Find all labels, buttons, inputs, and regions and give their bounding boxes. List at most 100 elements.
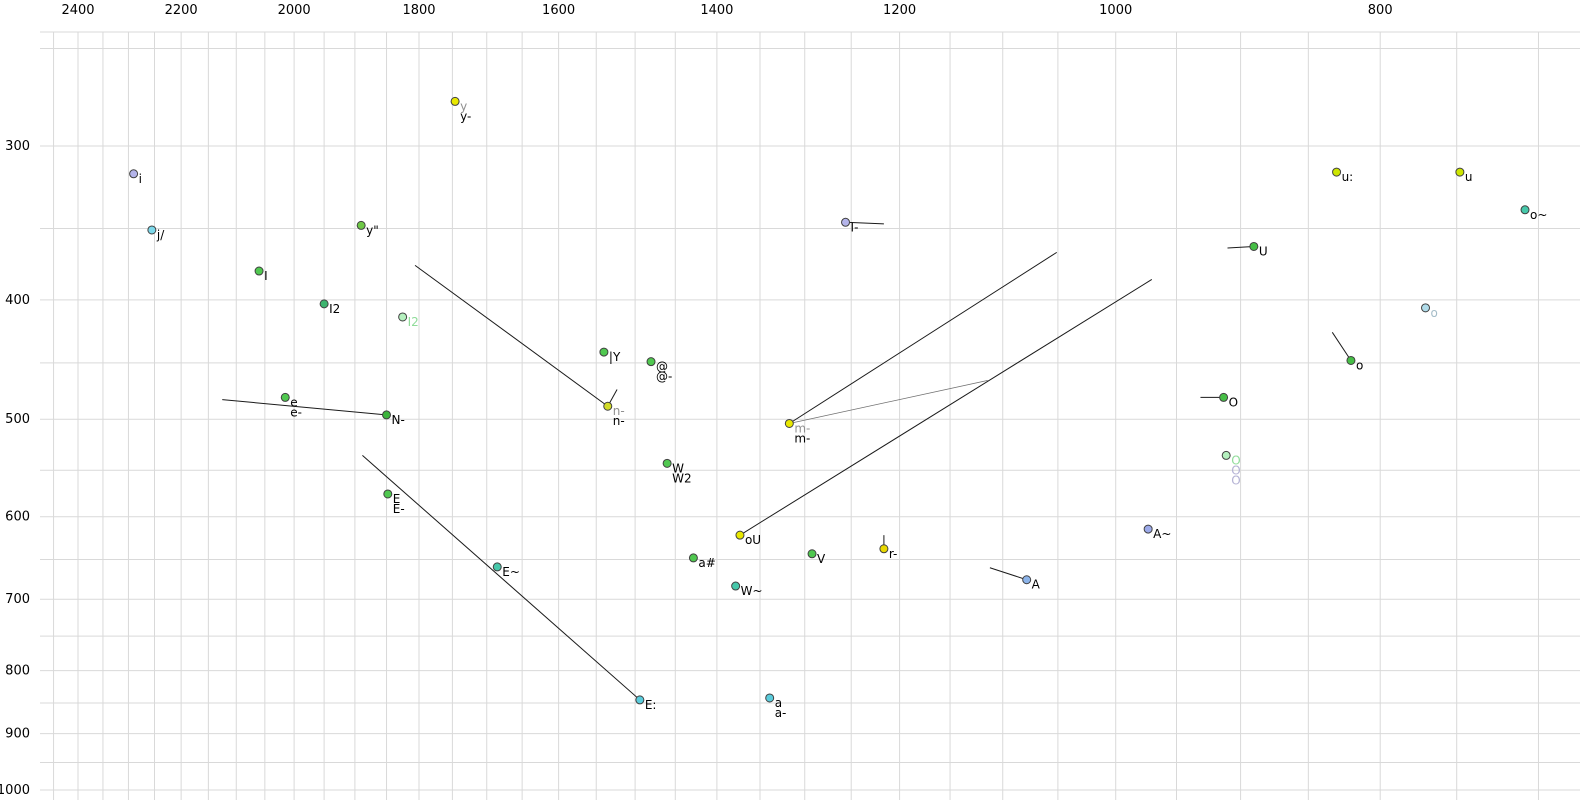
data-point[interactable]: [765, 693, 775, 703]
data-point[interactable]: [662, 458, 672, 468]
point-label: E-: [393, 502, 405, 516]
trajectory-line: [222, 399, 387, 416]
x-tick-label: 2200: [165, 3, 198, 18]
point-label: n-: [613, 404, 625, 418]
y-tick-label: 300: [5, 139, 30, 154]
point-label: a: [775, 696, 782, 710]
data-point[interactable]: [383, 489, 393, 499]
data-point[interactable]: [280, 392, 290, 402]
point-label: @-: [656, 370, 672, 384]
point-label: O: [1231, 463, 1240, 477]
x-tick-label: 2400: [61, 3, 94, 18]
point-label: N-: [392, 413, 405, 427]
x-tick-label: 1000: [1099, 3, 1132, 18]
point-label: y-: [460, 109, 471, 123]
y-tick-label: 700: [5, 592, 30, 607]
point-label: A~: [1153, 527, 1171, 541]
point-label: m-: [794, 431, 810, 445]
point-label: o~: [1530, 208, 1547, 222]
data-point[interactable]: [147, 225, 157, 235]
x-tick-label: 1400: [700, 3, 733, 18]
data-point[interactable]: [603, 401, 613, 411]
point-label: E~: [502, 565, 520, 579]
point-label: r-: [889, 547, 898, 561]
data-point[interactable]: [1332, 167, 1342, 177]
data-point[interactable]: [1520, 205, 1530, 215]
point-label: oU: [745, 533, 761, 547]
x-tick-label: 1600: [542, 3, 575, 18]
y-tick-label: 500: [5, 412, 30, 427]
point-label: U: [1259, 244, 1268, 258]
data-point[interactable]: [599, 347, 609, 357]
y-tick-label: 900: [5, 727, 30, 742]
point-label: E:: [645, 698, 657, 712]
point-label: o: [1356, 358, 1363, 372]
point-label: V: [817, 552, 826, 566]
x-tick-label: 1200: [883, 3, 916, 18]
data-point[interactable]: [1219, 392, 1229, 402]
data-point[interactable]: [1346, 355, 1356, 365]
data-point[interactable]: [731, 581, 741, 591]
point-label: I: [264, 269, 268, 283]
point-label: @: [656, 360, 668, 374]
point-label: e-: [290, 405, 302, 419]
point-label: I2: [408, 315, 419, 329]
point-label: E: [393, 492, 401, 506]
point-label: W2: [672, 471, 692, 485]
y-tick-label: 600: [5, 510, 30, 525]
point-label: I2: [329, 302, 340, 316]
data-point[interactable]: [635, 695, 645, 705]
trajectory-line: [789, 380, 988, 424]
data-point[interactable]: [1022, 575, 1032, 585]
trajectory-line: [362, 455, 641, 701]
point-label: o: [1431, 306, 1438, 320]
data-point[interactable]: [879, 544, 889, 554]
point-label: n-: [613, 414, 625, 428]
data-point[interactable]: [841, 217, 851, 227]
point-label: A: [1032, 578, 1041, 592]
data-point[interactable]: [1455, 167, 1465, 177]
y-tick-label: 400: [5, 293, 30, 308]
trajectory-line: [1331, 332, 1352, 361]
x-tick-label: 800: [1368, 3, 1393, 18]
trajectory-line: [989, 567, 1027, 581]
point-label: a-: [775, 706, 787, 720]
data-point[interactable]: [398, 312, 408, 322]
point-label: W: [672, 461, 684, 475]
point-label: y: [460, 99, 467, 113]
point-label: u:: [1342, 170, 1354, 184]
data-point[interactable]: [129, 169, 139, 179]
y-tick-label: 800: [5, 664, 30, 679]
point-label: O: [1231, 453, 1240, 467]
x-tick-label: 1800: [402, 3, 435, 18]
point-label: O: [1229, 395, 1238, 409]
data-point[interactable]: [1249, 241, 1259, 251]
data-point[interactable]: [735, 530, 745, 540]
point-label: |Y: [609, 350, 621, 364]
data-point[interactable]: [319, 299, 329, 309]
data-point[interactable]: [450, 96, 460, 106]
data-point[interactable]: [688, 553, 698, 563]
trajectory-line: [845, 221, 884, 225]
data-point[interactable]: [784, 418, 794, 428]
data-point[interactable]: [1421, 303, 1431, 313]
data-point[interactable]: [254, 266, 264, 276]
data-point[interactable]: [1221, 450, 1231, 460]
data-point[interactable]: [646, 357, 656, 367]
data-point[interactable]: [807, 549, 817, 559]
data-point[interactable]: [356, 220, 366, 230]
trajectory-line: [739, 279, 1153, 536]
point-label: I-: [851, 220, 859, 234]
data-point[interactable]: [492, 562, 502, 572]
data-point[interactable]: [382, 410, 392, 420]
x-tick-label: 2000: [278, 3, 311, 18]
trajectory-line: [789, 251, 1058, 424]
data-point[interactable]: [1143, 524, 1153, 534]
point-label: a#: [698, 556, 715, 570]
point-label: u: [1465, 170, 1473, 184]
point-label: j/: [156, 228, 165, 242]
point-label: W~: [741, 584, 763, 598]
point-label: i: [139, 172, 142, 186]
